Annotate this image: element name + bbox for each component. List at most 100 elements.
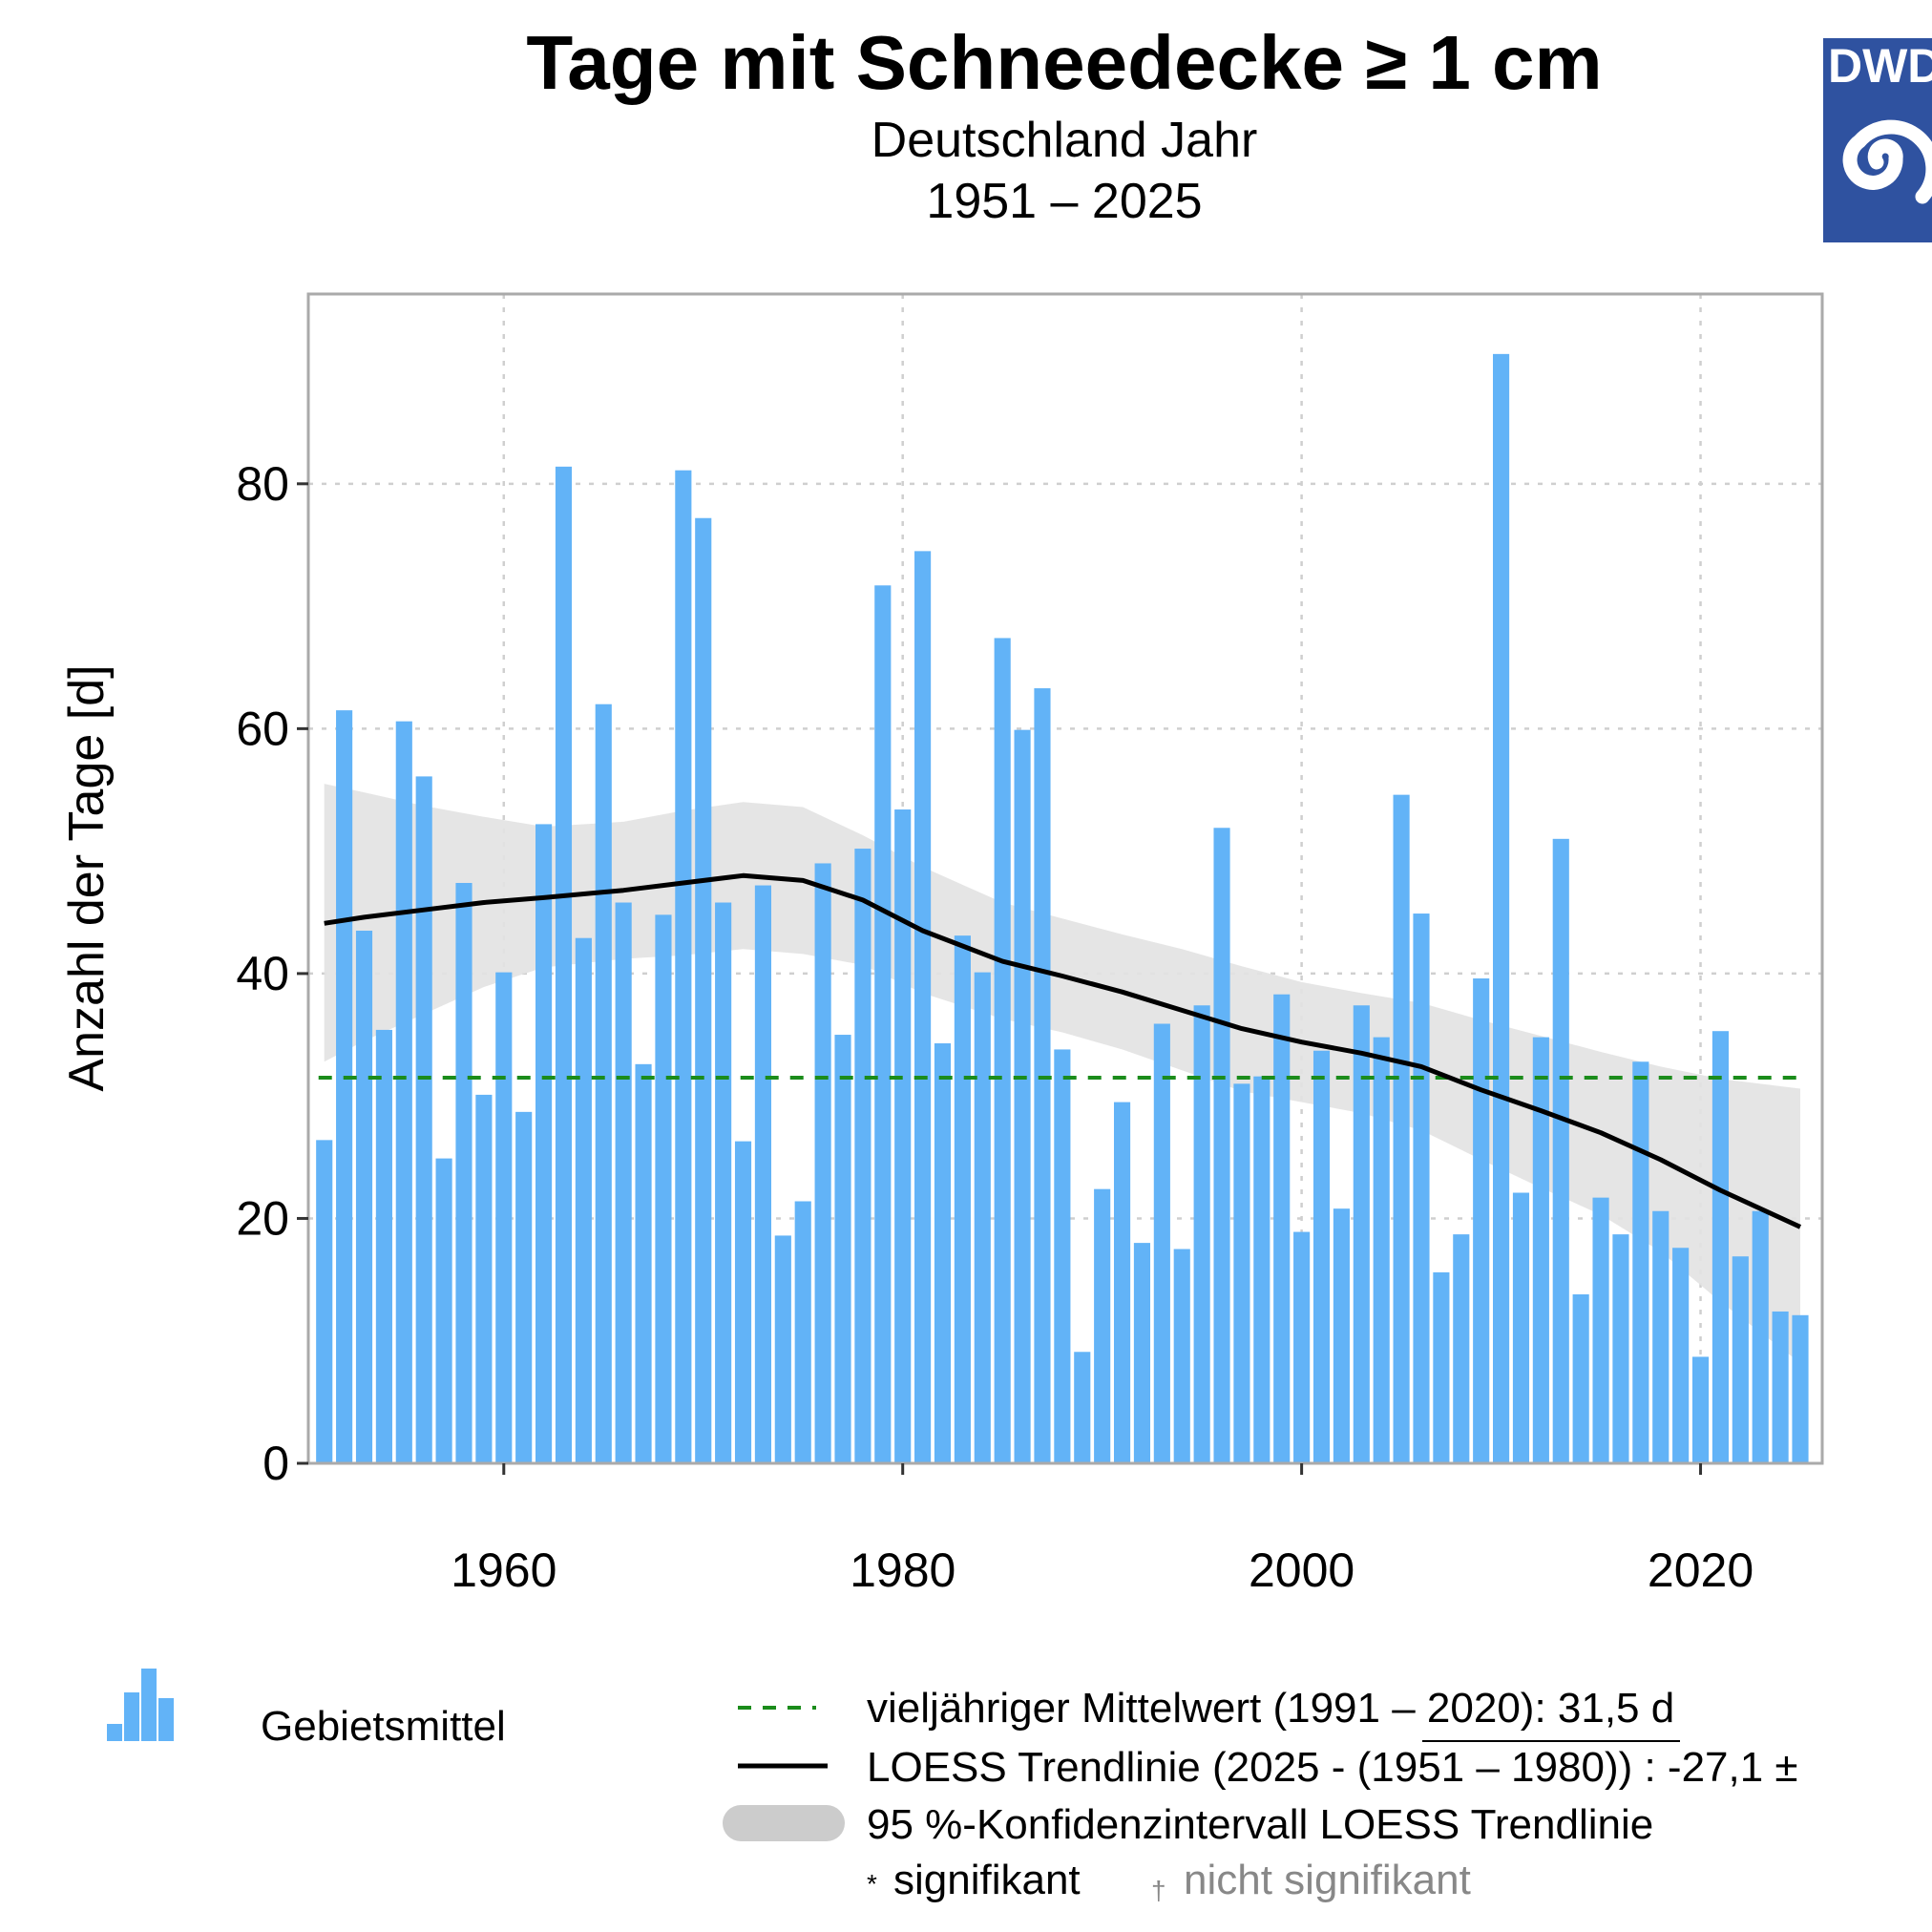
bar-1993 bbox=[1153, 1023, 1170, 1463]
y-tick-label: 20 bbox=[236, 1191, 289, 1245]
legend-sig-marker: * bbox=[867, 1869, 877, 1899]
plot-panel: 0 20 40 60 80 1960 1980 2000 2020 bbox=[236, 292, 1824, 1597]
panel-border bbox=[306, 292, 1824, 1465]
bar-1970 bbox=[695, 517, 712, 1463]
bar-1968 bbox=[655, 914, 672, 1463]
bar-1956 bbox=[415, 776, 432, 1463]
x-tick-label: 1960 bbox=[451, 1544, 556, 1597]
chart-title: Tage mit Schneedecke ≥ 1 cm bbox=[526, 20, 1602, 105]
bar-1995 bbox=[1193, 1005, 1210, 1463]
bar-1974 bbox=[774, 1235, 791, 1463]
legend-nonsig-marker: † bbox=[1151, 1876, 1166, 1905]
bar-1966 bbox=[615, 902, 632, 1463]
bar-1998 bbox=[1253, 1076, 1270, 1463]
legend-sig-label: signifikant bbox=[893, 1857, 1081, 1903]
y-tick-label: 60 bbox=[236, 702, 289, 755]
trend-line-layer bbox=[324, 872, 1802, 1229]
bar-2003 bbox=[1353, 1005, 1370, 1463]
chart-subtitle: Deutschland Jahr bbox=[872, 113, 1258, 168]
legend-ci-swatch bbox=[723, 1805, 845, 1841]
bar-2012 bbox=[1532, 1037, 1549, 1463]
bar-1977 bbox=[834, 1035, 851, 1463]
bar-layer bbox=[316, 353, 1809, 1463]
bar-1989 bbox=[1074, 1352, 1091, 1463]
bar-1951 bbox=[316, 1140, 333, 1463]
trend-line bbox=[324, 872, 1802, 1229]
bar-1959 bbox=[475, 1094, 493, 1463]
bar-1979 bbox=[874, 585, 892, 1463]
bar-1984 bbox=[974, 972, 991, 1463]
legend-bar-4 bbox=[158, 1698, 174, 1741]
bar-2022 bbox=[1732, 1256, 1749, 1463]
bar-1972 bbox=[734, 1141, 752, 1463]
ci-band-layer bbox=[324, 784, 1801, 1363]
bar-2009 bbox=[1473, 978, 1490, 1463]
bar-2021 bbox=[1712, 1031, 1729, 1463]
bar-1967 bbox=[635, 1063, 652, 1463]
bar-2010 bbox=[1493, 353, 1510, 1463]
bar-2013 bbox=[1552, 838, 1569, 1463]
x-tick-label: 2000 bbox=[1249, 1544, 1354, 1597]
legend-mean-label: vieljähriger Mittelwert (1991 – 2020): 3… bbox=[867, 1685, 1674, 1732]
bar-1986 bbox=[1014, 729, 1031, 1463]
bar-2024 bbox=[1772, 1311, 1789, 1463]
bar-1964 bbox=[575, 937, 592, 1463]
bar-1963 bbox=[555, 466, 573, 1463]
bar-1976 bbox=[814, 863, 831, 1463]
bar-1960 bbox=[495, 972, 513, 1463]
bar-1953 bbox=[355, 931, 373, 1463]
y-tick-label: 40 bbox=[236, 947, 289, 1000]
bar-1982 bbox=[934, 1043, 952, 1463]
bar-2008 bbox=[1453, 1234, 1470, 1463]
bar-1981 bbox=[914, 551, 932, 1463]
y-tick-label: 80 bbox=[236, 457, 289, 511]
bar-1999 bbox=[1273, 994, 1291, 1463]
bar-1965 bbox=[595, 704, 612, 1463]
dwd-spiral-icon bbox=[1842, 119, 1932, 204]
bar-2020 bbox=[1691, 1356, 1710, 1463]
legend-trend-label: LOESS Trendlinie (2025 - (1951 – 1980)) … bbox=[867, 1744, 1798, 1791]
legend-nonsig-label: nicht signifikant bbox=[1184, 1857, 1471, 1903]
bar-1983 bbox=[954, 935, 971, 1463]
legend-bars-label: Gebietsmittel bbox=[261, 1703, 506, 1750]
y-axis-label: Anzahl der Tage [d] bbox=[59, 664, 115, 1091]
bar-2016 bbox=[1612, 1234, 1629, 1463]
bar-1952 bbox=[336, 710, 353, 1463]
bar-1980 bbox=[894, 809, 912, 1463]
bar-1975 bbox=[794, 1201, 811, 1463]
bar-2015 bbox=[1592, 1197, 1609, 1463]
x-tick-label: 1980 bbox=[850, 1544, 956, 1597]
bar-1958 bbox=[455, 882, 472, 1463]
bar-2019 bbox=[1672, 1248, 1690, 1463]
bar-1990 bbox=[1094, 1188, 1111, 1463]
bar-1962 bbox=[536, 824, 553, 1463]
x-tick-label: 2020 bbox=[1648, 1544, 1754, 1597]
legend-bar-2 bbox=[124, 1692, 139, 1741]
chart-period: 1951 – 2025 bbox=[926, 174, 1202, 229]
bar-1973 bbox=[754, 885, 771, 1463]
bar-1957 bbox=[435, 1158, 452, 1463]
bar-2014 bbox=[1572, 1293, 1589, 1463]
legend-bar-3 bbox=[141, 1669, 157, 1741]
bar-1954 bbox=[375, 1029, 392, 1463]
bar-2025 bbox=[1792, 1314, 1809, 1463]
bar-1985 bbox=[994, 638, 1011, 1463]
bar-1971 bbox=[715, 902, 732, 1463]
bar-1997 bbox=[1233, 1083, 1250, 1463]
bar-1961 bbox=[515, 1111, 533, 1463]
legend-bars-icon bbox=[107, 1669, 174, 1741]
bar-1978 bbox=[854, 849, 872, 1463]
bar-1969 bbox=[675, 470, 692, 1463]
bar-2006 bbox=[1413, 914, 1430, 1463]
legend-ci-label: 95 %-Konfidenzintervall LOESS Trendlinie bbox=[867, 1801, 1653, 1848]
bar-1996 bbox=[1213, 828, 1230, 1463]
logo-text: DWD bbox=[1828, 39, 1932, 93]
bar-2023 bbox=[1752, 1210, 1769, 1463]
bar-2011 bbox=[1512, 1192, 1530, 1463]
bar-1991 bbox=[1113, 1102, 1131, 1463]
bar-2017 bbox=[1632, 1061, 1649, 1463]
dwd-logo: DWD bbox=[1823, 38, 1932, 242]
bar-2004 bbox=[1373, 1037, 1390, 1463]
axes: 0 20 40 60 80 1960 1980 2000 2020 bbox=[236, 457, 1754, 1597]
